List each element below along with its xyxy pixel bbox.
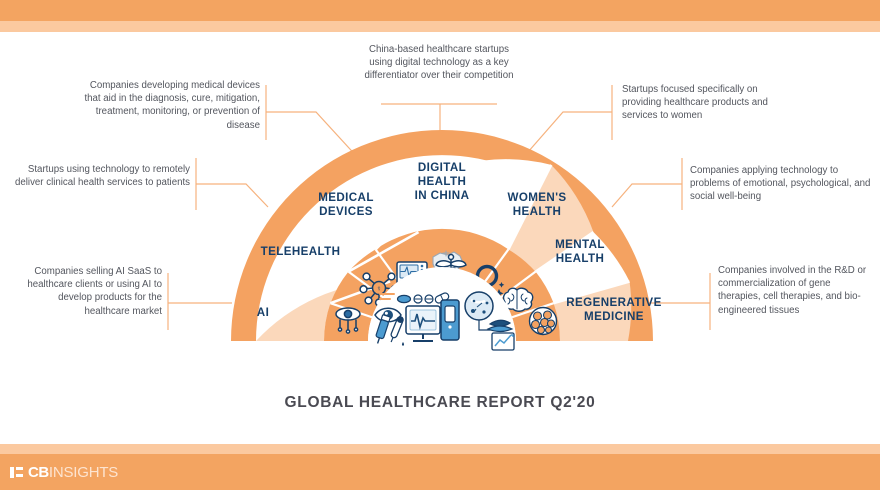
connector-meddev-line <box>266 111 361 161</box>
inner-ring-ai <box>324 303 372 341</box>
annotation-telehealth: Startups using technology to remotely de… <box>15 164 190 189</box>
annotation-ai: Companies selling AI SaaS to healthcare … <box>27 266 162 317</box>
connector-mental-line <box>611 183 682 208</box>
bottom-band-light <box>0 444 880 454</box>
sector-label-ai: AI <box>256 306 270 319</box>
annotation-regenerative-medicine: Companies involved in the R&D or commerc… <box>718 265 867 316</box>
page-title: GLOBAL HEALTHCARE REPORT Q2'20 <box>284 394 596 411</box>
sector-label-digital-health-china: DIGITAL HEALTH IN CHINA <box>414 161 470 202</box>
sector-label-medical-devices: MEDICAL DEVICES <box>318 191 374 218</box>
pills-icon <box>379 292 450 304</box>
line-chart-icon <box>491 332 515 351</box>
china-map-icon <box>432 250 467 280</box>
inner-ring-mental-health <box>500 271 554 318</box>
connector-womens-line <box>520 111 612 161</box>
syringe-icon <box>375 314 391 344</box>
network-nodes-icon: ⚕ <box>359 272 399 307</box>
petri-dish-icon <box>464 291 494 331</box>
capsules-icon <box>486 319 514 333</box>
logo-text-insights: INSIGHTS <box>48 463 119 481</box>
sector-fill-telehealth <box>330 232 419 304</box>
eye-scan-icon <box>335 307 361 334</box>
top-band-light <box>0 21 880 32</box>
sector-label-mental-health: MENTAL HEALTH <box>555 238 605 265</box>
inner-ring-telehealth <box>330 271 384 318</box>
cb-insights-logo-icon <box>10 466 23 478</box>
sector-label-telehealth: TELEHEALTH <box>260 245 341 258</box>
annotation-mental-health: Companies applying technology to problem… <box>690 165 871 203</box>
annotation-womens-health: Startups focused specifically on providi… <box>622 84 768 122</box>
thermometer-icon <box>390 316 404 346</box>
eye-icon <box>374 307 402 323</box>
healthcare-technology-illustration <box>368 267 516 351</box>
annotation-digital-health-china: China-based healthcare startups using di… <box>364 44 514 82</box>
annotation-medical-devices: Companies developing medical devices tha… <box>84 80 260 131</box>
female-symbol-icon <box>475 264 505 300</box>
fan-sectors <box>188 263 241 341</box>
ekg-monitor-icon <box>405 299 460 342</box>
patient-monitor-icon <box>396 261 428 285</box>
svg-text:⚕: ⚕ <box>377 286 380 293</box>
inner-ring-separators <box>330 248 554 319</box>
logo-text-cb: CB <box>28 463 49 481</box>
fan-inner-ring <box>324 228 560 341</box>
sector-label-regenerative-medicine: REGENERATIVE MEDICINE <box>566 296 662 323</box>
inner-ring-regenerative-medicine <box>512 303 560 341</box>
cb-insights-logo[interactable]: CB INSIGHTS <box>10 463 119 481</box>
bottom-band-dark <box>0 454 880 490</box>
stem-cells-icon <box>528 306 558 336</box>
inner-ring-womens-health <box>483 249 536 298</box>
inner-ring-icons: ⚕ <box>335 250 558 336</box>
brain-icon <box>502 287 534 312</box>
connector-telehealth-line <box>196 183 269 208</box>
inner-ring-digital-health-china <box>375 228 509 284</box>
sector-label-womens-health: WOMEN'S HEALTH <box>507 191 567 218</box>
sector-wedge-ai <box>188 263 241 341</box>
center-dome <box>368 267 516 341</box>
top-band-dark <box>0 0 880 21</box>
